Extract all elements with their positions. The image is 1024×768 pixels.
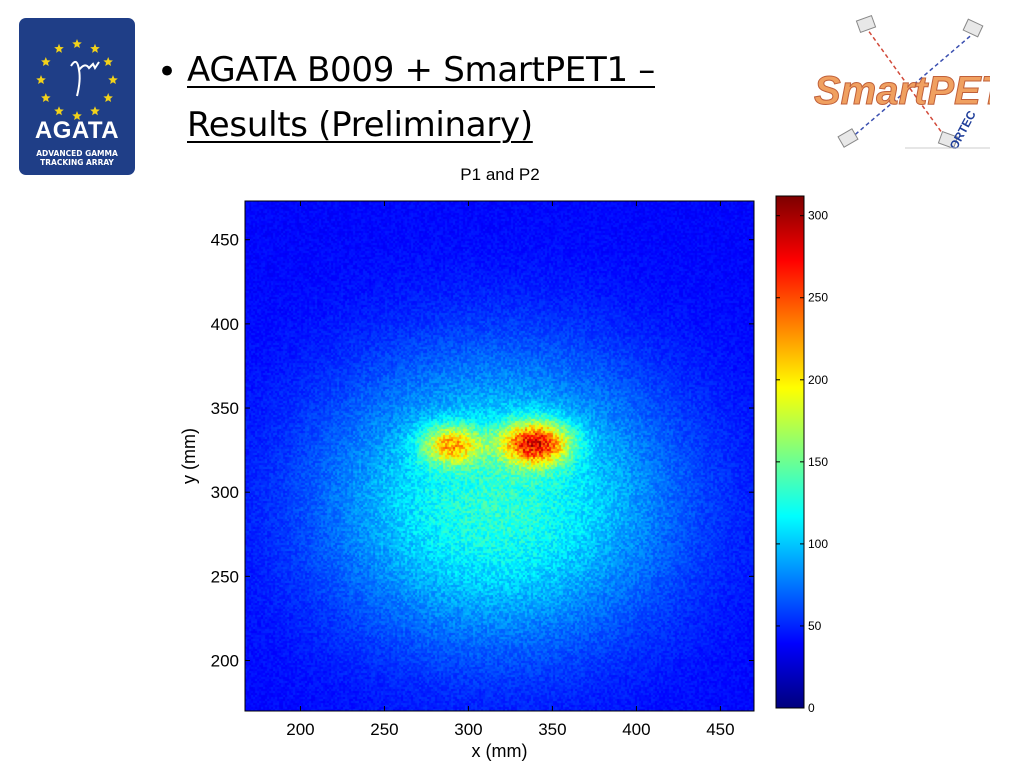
x-tick-label: 450: [706, 720, 734, 739]
colorbar-tick-label: 50: [808, 619, 822, 633]
title-bullet: •: [157, 52, 178, 92]
agata-logo-subtitle-line2: TRACKING ARRAY: [40, 158, 114, 167]
colorbar-tick-label: 250: [808, 291, 828, 305]
smartpet-logo: SmartPET ORTEC: [814, 14, 990, 150]
y-tick-label: 300: [211, 483, 239, 502]
y-tick-label: 200: [211, 652, 239, 671]
colorbar-frame: [775, 195, 805, 709]
slide-title-line1: AGATA B009 + SmartPET1 –: [187, 50, 655, 90]
plot-title: P1 and P2: [460, 165, 540, 184]
y-tick-label: 450: [211, 231, 239, 250]
agata-logo-word: AGATA: [34, 117, 120, 144]
x-tick-label: 350: [538, 720, 566, 739]
y-axis-label: y (mm): [179, 428, 199, 484]
y-tick-label: 400: [211, 315, 239, 334]
agata-logo: AGATA ADVANCED GAMMA TRACKING ARRAY: [19, 18, 135, 175]
colorbar-tick-label: 0: [808, 701, 815, 715]
colorbar-gradient: [776, 196, 804, 708]
colorbar-tick-label: 150: [808, 455, 828, 469]
x-tick-label: 250: [370, 720, 398, 739]
colorbar-tick-label: 200: [808, 373, 828, 387]
x-axis-label: x (mm): [472, 741, 528, 761]
x-tick-label: 200: [286, 720, 314, 739]
slide-title-line2: Results (Preliminary): [187, 105, 533, 145]
agata-logo-subtitle-line1: ADVANCED GAMMA: [36, 149, 118, 158]
y-tick-label: 250: [211, 567, 239, 586]
colorbar-tick-label: 100: [808, 537, 828, 551]
plot-frame: [244, 200, 755, 712]
heatmap-image: [245, 201, 754, 711]
y-tick-label: 350: [211, 399, 239, 418]
x-tick-label: 300: [454, 720, 482, 739]
smartpet-logo-word: SmartPET: [814, 69, 990, 113]
x-tick-label: 400: [622, 720, 650, 739]
colorbar-tick-label: 300: [808, 209, 828, 223]
agata-star-circle-icon: [36, 39, 118, 120]
